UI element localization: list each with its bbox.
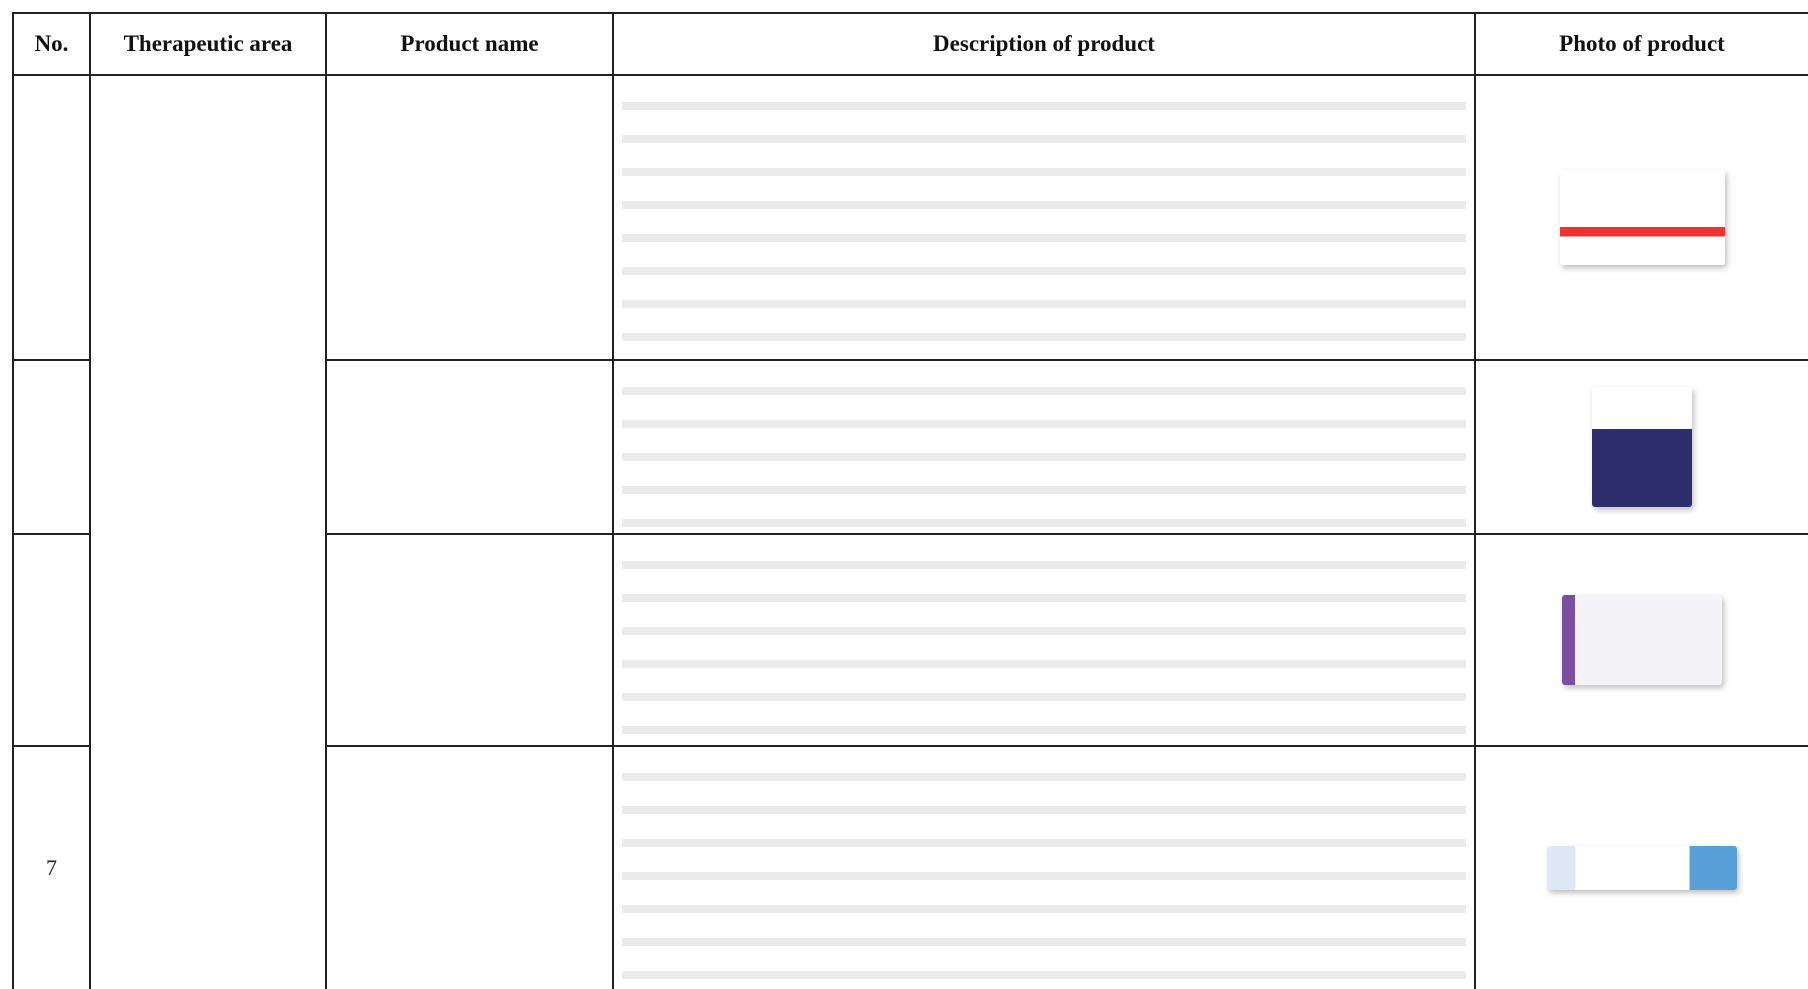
description-text [622,90,1466,353]
row-number: 7 [12,745,89,989]
photo-cell [1474,359,1808,533]
header-cell: Photo of product [1474,12,1808,74]
row-number [12,533,89,745]
description-cell [612,74,1474,359]
header-cell: Product name [325,12,612,74]
row-number [12,74,89,359]
description-text [622,549,1466,739]
product-name-cell [325,359,612,533]
therapeutic-area-cell [89,74,325,989]
description-cell [612,359,1474,533]
page: No. Therapeutic area Product name Descri… [0,0,1808,989]
header-cell: Description of product [612,12,1474,74]
photo-cell [1474,74,1808,359]
photo-cell [1474,533,1808,745]
description-text [622,761,1466,983]
description-cell [612,533,1474,745]
row-number [12,359,89,533]
description-text [622,375,1466,527]
product-name-cell [325,745,612,989]
header-cell: Therapeutic area [89,12,325,74]
product-photo [1592,387,1692,507]
photo-cell [1474,745,1808,989]
description-cell [612,745,1474,989]
product-photo [1547,846,1737,890]
product-table: No. Therapeutic area Product name Descri… [0,0,1808,989]
product-name-cell [325,533,612,745]
product-photo [1562,595,1722,685]
header-cell: No. [12,12,89,74]
product-name-cell [325,74,612,359]
product-photo [1560,170,1725,265]
